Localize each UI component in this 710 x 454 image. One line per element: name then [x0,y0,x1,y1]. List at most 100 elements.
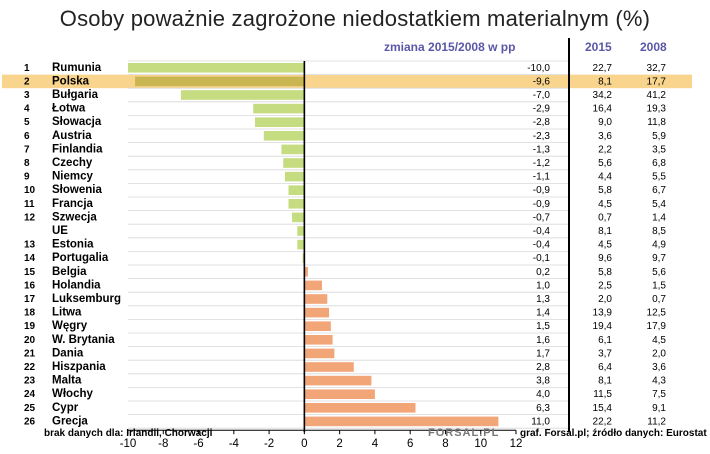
bar-Dania [304,348,335,359]
row-rank: 12 [24,212,36,223]
change-value: -1,2 [533,158,551,169]
x-tick-label: 10 [474,438,487,450]
value-2015: 4,4 [598,172,612,183]
x-tick-label: 6 [407,438,413,450]
bar-Belgia [304,267,308,277]
change-value: 1,5 [536,321,550,332]
bar-Bułgaria [180,90,305,100]
value-2008: 5,9 [652,131,666,142]
value-2008: 0,7 [652,294,666,305]
column-header-2008: 2008 [640,40,667,54]
value-2008: 7,5 [652,389,666,400]
value-2015: 34,2 [593,90,613,101]
country-label: Belgia [52,266,87,278]
chart-title: Osoby poważnie zagrożone niedostatkiem m… [59,6,651,31]
country-label: Finlandia [52,143,103,155]
row-rank: 14 [24,253,36,264]
country-label: Włochy [52,388,93,400]
value-2008: 4,9 [652,240,666,251]
change-value: -7,0 [533,90,551,101]
bar-Łotwa [253,103,305,114]
value-2015: 5,6 [598,158,612,169]
bar-Finlandia [281,144,305,155]
value-2008: 5,5 [652,172,666,183]
x-tick-label: -6 [193,438,203,450]
country-label: Francja [52,198,94,210]
row-rank: 22 [24,362,36,373]
row-rank: 9 [24,172,30,183]
row-rank: 8 [24,158,30,169]
change-value: 11,0 [531,416,550,427]
x-tick-label: 12 [510,438,523,450]
change-value: 1,6 [536,335,550,346]
value-2015: 9,6 [598,253,612,264]
country-label: Łotwa [52,103,86,115]
country-label: Grecja [52,415,88,427]
value-2008: 11,2 [647,416,666,427]
country-label: Słowacja [52,116,102,128]
country-label: Malta [52,375,82,387]
value-2015: 8,1 [598,226,612,237]
change-value: -0,4 [533,240,551,251]
row-rank: 19 [24,321,36,332]
change-value: 1,4 [536,308,550,319]
row-rank: 15 [24,267,36,278]
row-rank: 26 [24,416,36,427]
bar-Słowenia [288,185,305,195]
value-2008: 1,5 [652,280,666,291]
bar-Niemcy [284,171,305,182]
row-rank: 24 [24,389,36,400]
value-2015: 2,5 [598,280,612,291]
country-label: Słowenia [52,184,102,196]
value-2008: 12,5 [647,308,667,319]
value-2015: 3,6 [598,131,612,142]
x-tick-label: -2 [264,438,274,450]
row-rank: 10 [24,185,36,196]
row-rank: 23 [24,376,36,387]
row-rank: 2 [24,76,30,87]
value-2015: 3,7 [598,348,612,359]
value-2015: 0,7 [598,212,612,223]
x-tick-label: -10 [120,438,137,450]
value-2015: 11,5 [593,389,612,400]
bar-Luksemburg [304,294,328,304]
bar-Cypr [304,403,416,413]
value-2015: 4,5 [598,199,612,210]
row-rank: 5 [24,117,30,128]
row-rank: 11 [24,199,35,210]
column-header-2015: 2015 [585,40,612,54]
bar-Czechy [283,158,305,168]
x-tick-label: 0 [301,438,307,450]
bar-Austria [263,131,305,141]
bar-Polska [135,76,305,87]
value-2008: 5,6 [652,267,666,278]
bar-Hiszpania [304,362,354,372]
row-rank: 21 [24,348,36,359]
value-2015: 5,8 [598,185,612,196]
change-value: -0,9 [533,185,551,196]
value-2015: 6,4 [598,362,612,373]
value-2008: 4,3 [652,376,666,387]
country-label: Szwecja [52,211,97,223]
bar-Portugalia [302,253,305,263]
country-label: Cypr [52,402,79,414]
value-2008: 2,0 [652,348,666,359]
value-2008: 41,2 [647,90,667,101]
value-2008: 8,5 [652,226,666,237]
value-2008: 19,3 [647,104,667,115]
value-2008: 9,7 [652,253,666,264]
bar-Holandia [304,280,322,291]
x-tick-label: -4 [229,438,240,450]
country-label: Estonia [52,239,94,251]
value-2008: 32,7 [647,63,667,74]
row-rank: 3 [24,90,30,101]
change-value: -2,3 [533,131,551,142]
country-label: Holandia [52,279,101,291]
bar-Malta [304,375,372,386]
bar-Litwa [304,307,330,318]
change-value: -2,8 [533,117,551,128]
x-tick-label: 2 [336,438,342,450]
change-value: 2,8 [536,362,550,373]
row-rank: 16 [24,280,36,291]
